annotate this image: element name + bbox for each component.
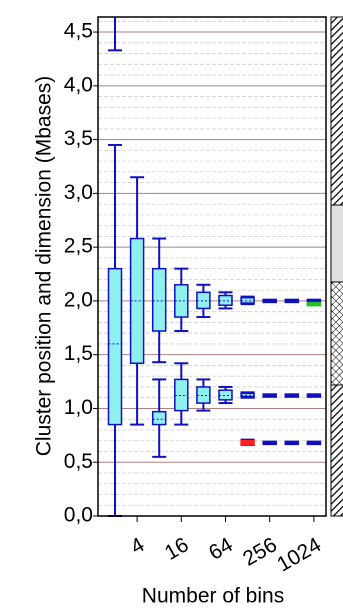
y-tick-label: 0,0: [64, 504, 93, 527]
box: [151, 267, 167, 332]
y-axis-title: Cluster position and dimension (Mbases): [33, 76, 56, 457]
x-tick-label: 1024: [273, 533, 325, 576]
box: [240, 296, 255, 304]
plot-frame: [97, 16, 327, 517]
x-tick-label: 64: [205, 533, 237, 565]
y-tick-label: 3,0: [64, 181, 93, 204]
box: [218, 294, 233, 306]
x-tick-label: 16: [161, 533, 193, 565]
x-tick-label: 256: [239, 533, 281, 570]
box: [174, 378, 189, 412]
y-tick-label: 1,0: [64, 396, 93, 419]
y-tick-label: 2,0: [64, 288, 93, 311]
box: [151, 410, 167, 426]
y-tick-label: 0,5: [64, 450, 93, 473]
x-tick-label: 4: [127, 533, 149, 559]
y-tick-label: 4,5: [64, 20, 93, 43]
box: [196, 386, 211, 404]
y-tick-label: 1,5: [64, 342, 93, 365]
y-tick-label: 2,5: [64, 235, 93, 258]
box: [218, 389, 233, 401]
y-tick-label: 4,0: [64, 73, 93, 96]
y-tick-label: 3,5: [64, 127, 93, 150]
box: [196, 291, 211, 310]
box: [107, 267, 123, 426]
box: [240, 392, 255, 398]
side-panel: [330, 16, 343, 517]
x-axis-title: Number of bins: [142, 585, 284, 608]
